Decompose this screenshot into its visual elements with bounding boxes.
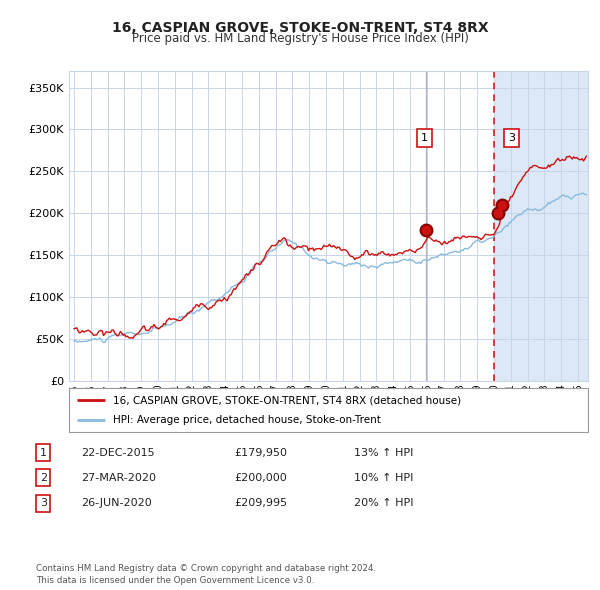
Text: Contains HM Land Registry data © Crown copyright and database right 2024.
This d: Contains HM Land Registry data © Crown c… — [36, 564, 376, 585]
Text: 3: 3 — [508, 133, 515, 143]
Text: HPI: Average price, detached house, Stoke-on-Trent: HPI: Average price, detached house, Stok… — [113, 415, 381, 425]
Text: 3: 3 — [40, 499, 47, 508]
FancyBboxPatch shape — [69, 388, 588, 432]
Text: 1: 1 — [421, 133, 428, 143]
Text: 16, CASPIAN GROVE, STOKE-ON-TRENT, ST4 8RX: 16, CASPIAN GROVE, STOKE-ON-TRENT, ST4 8… — [112, 21, 488, 35]
Text: 10% ↑ HPI: 10% ↑ HPI — [354, 473, 413, 483]
Text: £179,950: £179,950 — [234, 448, 287, 457]
Text: 22-DEC-2015: 22-DEC-2015 — [81, 448, 155, 457]
Text: 13% ↑ HPI: 13% ↑ HPI — [354, 448, 413, 457]
Text: 26-JUN-2020: 26-JUN-2020 — [81, 499, 152, 508]
Text: 2: 2 — [40, 473, 47, 483]
Text: 16, CASPIAN GROVE, STOKE-ON-TRENT, ST4 8RX (detached house): 16, CASPIAN GROVE, STOKE-ON-TRENT, ST4 8… — [113, 395, 461, 405]
Bar — [494, 71, 588, 381]
Text: 20% ↑ HPI: 20% ↑ HPI — [354, 499, 413, 508]
Text: £209,995: £209,995 — [234, 499, 287, 508]
Text: £200,000: £200,000 — [234, 473, 287, 483]
Text: 1: 1 — [40, 448, 47, 457]
Text: 27-MAR-2020: 27-MAR-2020 — [81, 473, 156, 483]
Text: Price paid vs. HM Land Registry's House Price Index (HPI): Price paid vs. HM Land Registry's House … — [131, 32, 469, 45]
